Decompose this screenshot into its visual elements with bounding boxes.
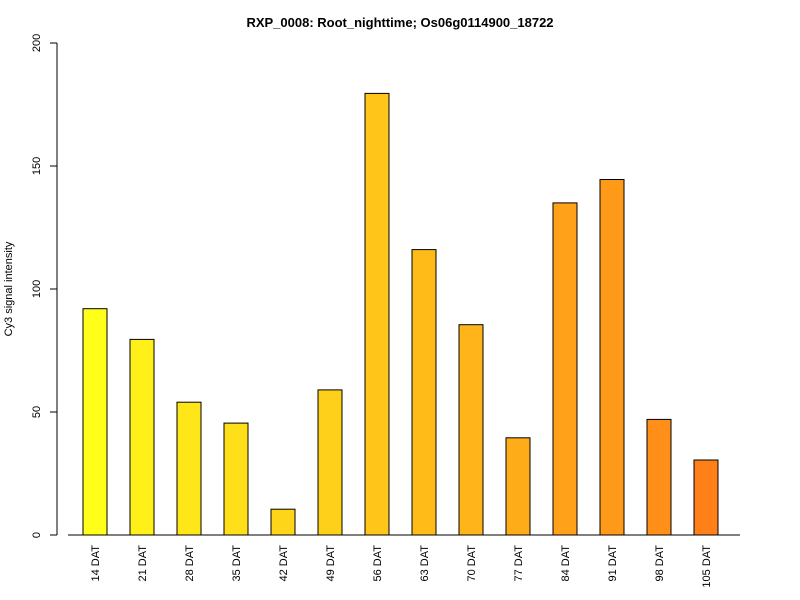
y-axis: 0 50 100 150 200 xyxy=(31,34,58,538)
x-tick-label: 63 DAT xyxy=(419,545,431,582)
x-tick-label: 35 DAT xyxy=(231,545,243,582)
x-tick-label: 105 DAT xyxy=(701,545,713,588)
bar-14-dat xyxy=(82,308,108,536)
chart-title: RXP_0008: Root_nighttime; Os06g0114900_1… xyxy=(246,15,553,30)
bar-98-dat xyxy=(646,418,672,536)
x-tick-label: 14 DAT xyxy=(90,545,102,582)
x-tick-label: 84 DAT xyxy=(560,545,572,582)
x-tick-label: 70 DAT xyxy=(466,545,478,582)
y-tick-label: 0 xyxy=(31,532,43,538)
bar-28-dat xyxy=(176,401,202,536)
bar-91-dat xyxy=(599,179,625,536)
x-tick-label: 77 DAT xyxy=(513,545,525,582)
bar-63-dat xyxy=(411,249,437,536)
bar-77-dat xyxy=(505,437,531,536)
x-tick-label: 42 DAT xyxy=(278,545,290,582)
bar-105-dat xyxy=(693,459,719,536)
x-tick-label: 98 DAT xyxy=(654,545,666,582)
bar-70-dat xyxy=(458,324,484,536)
y-axis-label: Cy3 signal intensity xyxy=(3,241,15,336)
bar-21-dat xyxy=(129,338,155,536)
y-tick-label: 200 xyxy=(31,34,43,52)
x-axis: 14 DAT 21 DAT 28 DAT 35 DAT 42 DAT 49 DAT 56 D… xyxy=(68,534,740,588)
bar-35-dat xyxy=(223,422,249,536)
y-tick-label: 150 xyxy=(31,157,43,175)
x-tick-label: 49 DAT xyxy=(325,545,337,582)
x-tick-label: 91 DAT xyxy=(607,545,619,582)
bar-84-dat xyxy=(552,202,578,536)
x-tick-label: 21 DAT xyxy=(137,545,149,582)
y-tick-label: 100 xyxy=(31,280,43,298)
bar-49-dat xyxy=(317,389,343,536)
x-tick-label: 56 DAT xyxy=(372,545,384,582)
bars-group xyxy=(82,92,719,536)
bar-56-dat xyxy=(364,92,390,536)
y-tick-label: 50 xyxy=(31,406,43,418)
bar-42-dat xyxy=(270,508,296,536)
x-tick-label: 28 DAT xyxy=(184,545,196,582)
